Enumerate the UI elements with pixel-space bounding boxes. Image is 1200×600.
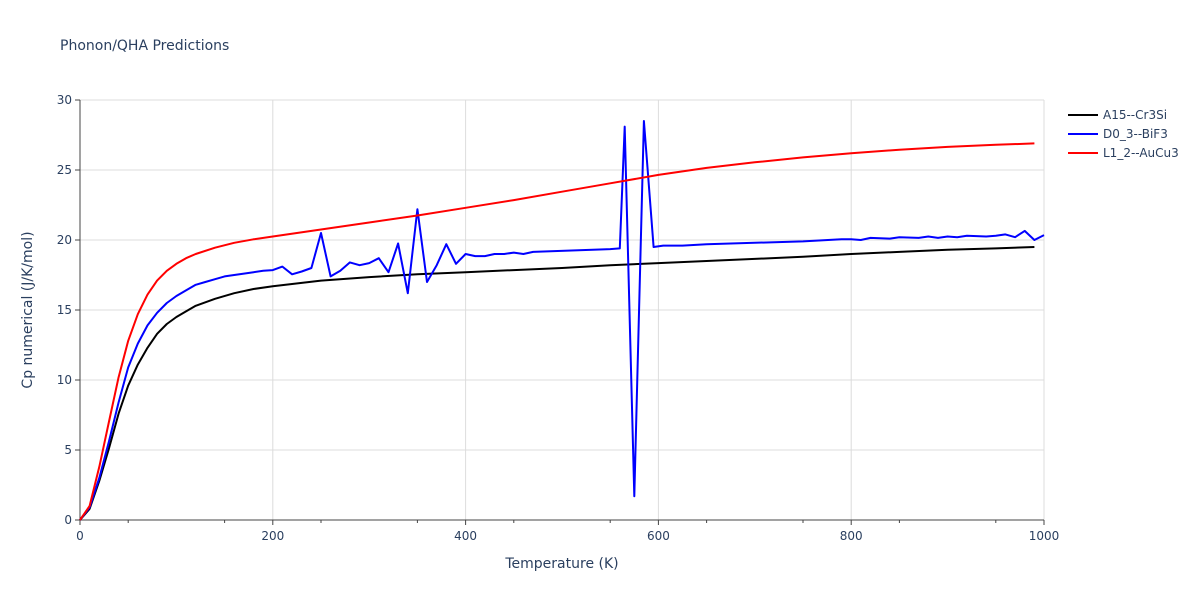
y-tick-label: 15 [57, 303, 72, 317]
series-line-1[interactable] [79, 120, 1045, 521]
y-tick-label: 20 [57, 233, 72, 247]
y-tick-label: 30 [57, 93, 72, 107]
legend-label: D0_3--BiF3 [1103, 127, 1168, 141]
x-tick-label: 200 [261, 529, 284, 543]
axes: 0 200 400 600 800 1000 0 5 10 15 20 25 30 [57, 93, 1060, 543]
legend-item-1[interactable]: D0_3--BiF3 [1068, 127, 1168, 141]
legend-item-0[interactable]: A15--Cr3Si [1068, 108, 1167, 122]
x-tick-label: 1000 [1029, 529, 1060, 543]
legend[interactable]: A15--Cr3Si D0_3--BiF3 L1_2--AuCu3 [1068, 108, 1179, 160]
y-tick-label: 5 [64, 443, 72, 457]
x-tick-label: 400 [454, 529, 477, 543]
x-tick-label: 600 [647, 529, 670, 543]
y-axis-title: Cp numerical (J/K/mol) [20, 231, 36, 388]
series [79, 120, 1045, 521]
x-tick-label: 800 [840, 529, 863, 543]
series-line-2[interactable] [79, 142, 1035, 521]
series-line-0[interactable] [79, 246, 1035, 521]
y-tick-label: 0 [64, 513, 72, 527]
x-tick-label: 0 [76, 529, 84, 543]
chart-title: Phonon/QHA Predictions [60, 38, 229, 54]
y-tick-label: 25 [57, 163, 72, 177]
x-axis-title: Temperature (K) [504, 556, 618, 572]
legend-label: L1_2--AuCu3 [1103, 146, 1179, 160]
y-tick-label: 10 [57, 373, 72, 387]
grid [80, 99, 1045, 520]
legend-label: A15--Cr3Si [1103, 108, 1167, 122]
legend-item-2[interactable]: L1_2--AuCu3 [1068, 146, 1179, 160]
